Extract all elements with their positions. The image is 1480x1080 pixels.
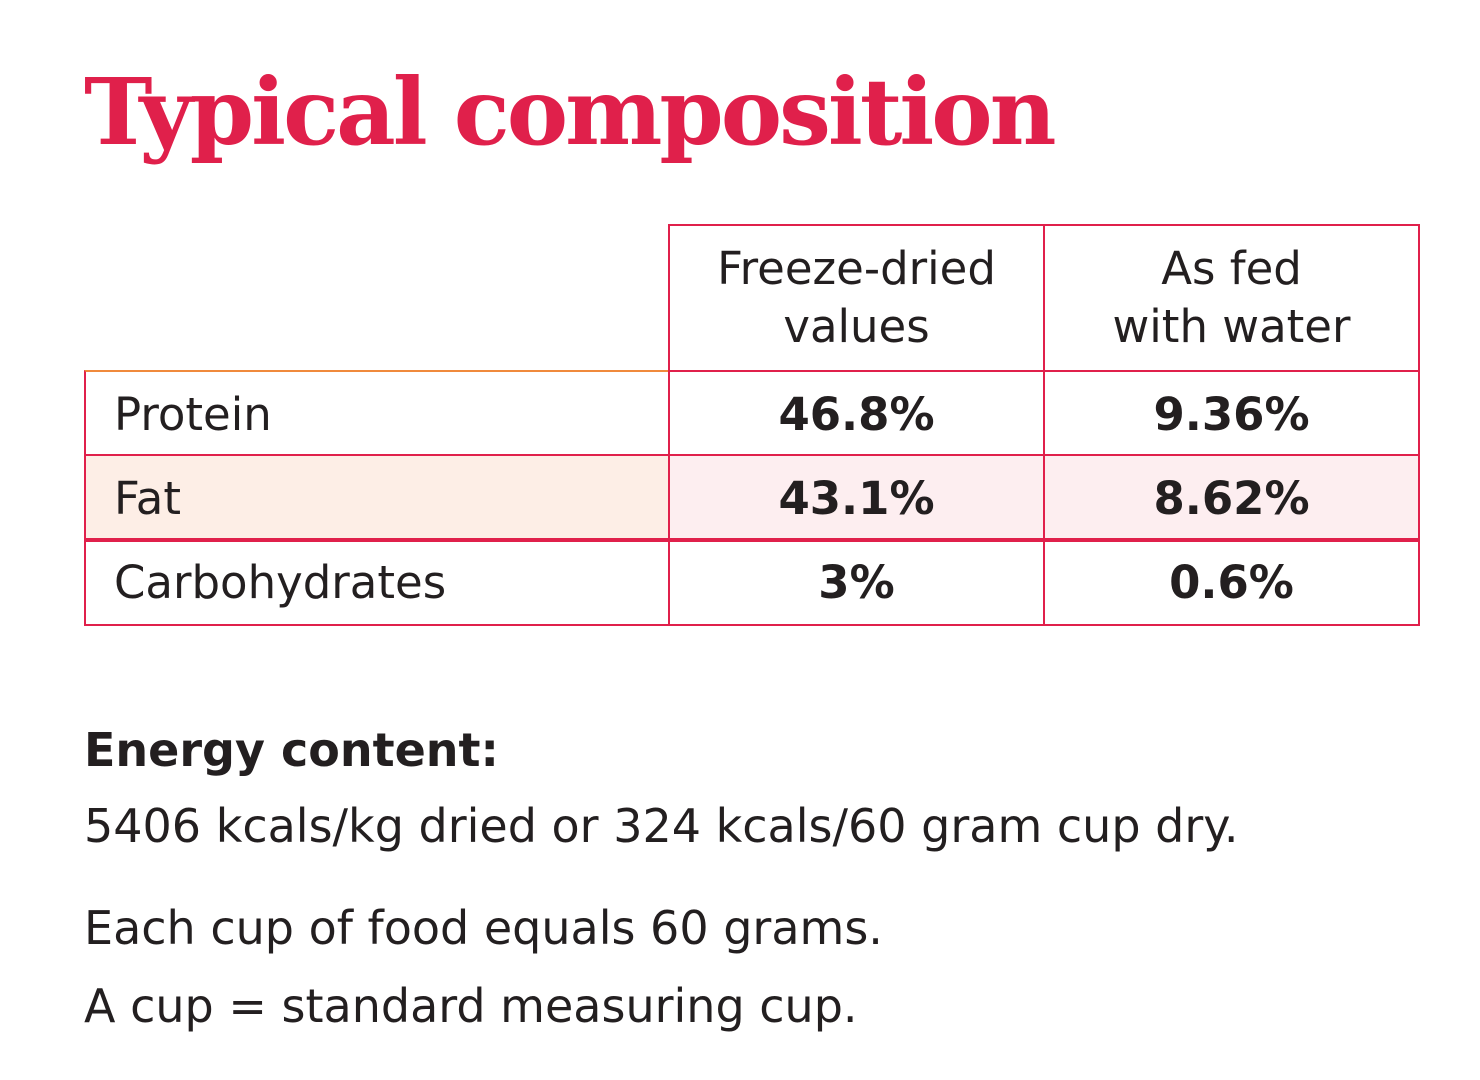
column-header-freeze-dried: Freeze-dried values [668,224,1045,372]
freeze-dried-value: 43.1% [668,454,1045,542]
column-header-line: values [783,300,930,353]
table-row-carbohydrates: Carbohydrates 3% 0.6% [84,538,1420,626]
as-fed-value: 9.36% [1043,370,1420,458]
column-header-as-fed: As fed with water [1043,224,1420,372]
column-header-line: Freeze-dried [717,242,996,295]
composition-table: Freeze-dried values As fed with water Pr… [84,224,1420,628]
column-header-line: with water [1112,300,1351,353]
cup-weight-note: Each cup of food equals 60 grams. [84,901,883,955]
freeze-dried-value: 46.8% [668,370,1045,458]
table-row-fat: Fat 43.1% 8.62% [84,454,1420,542]
table-row-protein: Protein 46.8% 9.36% [84,370,1420,458]
as-fed-value: 0.6% [1043,538,1420,626]
row-label: Carbohydrates [84,538,670,626]
page-title: Typical composition [84,58,1057,166]
column-header-line: As fed [1161,242,1302,295]
energy-content-heading: Energy content: [84,723,499,777]
freeze-dried-value: 3% [668,538,1045,626]
row-label: Fat [84,454,670,542]
as-fed-value: 8.62% [1043,454,1420,542]
cup-definition-note: A cup = standard measuring cup. [84,979,858,1033]
energy-content-text: 5406 kcals/kg dried or 324 kcals/60 gram… [84,799,1239,853]
row-label: Protein [84,370,670,458]
